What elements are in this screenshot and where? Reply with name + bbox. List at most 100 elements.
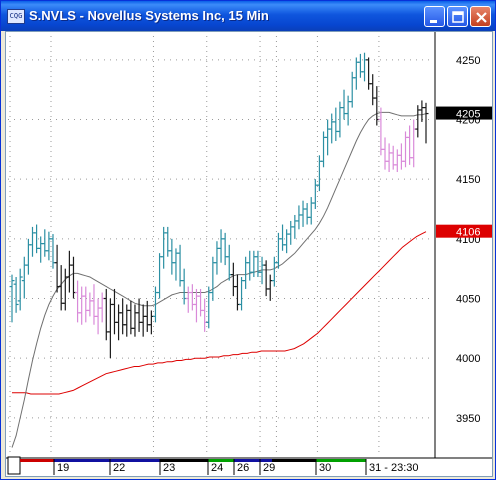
moving-averages bbox=[11, 111, 427, 448]
price-bar bbox=[296, 205, 302, 230]
price-bar bbox=[394, 149, 400, 173]
price-bar bbox=[243, 256, 249, 289]
x-tick-label: 23 bbox=[163, 462, 175, 474]
price-bar bbox=[407, 125, 413, 165]
minimize-button[interactable] bbox=[424, 6, 445, 27]
price-bar bbox=[300, 200, 306, 227]
price-bar bbox=[95, 298, 101, 335]
price-bar bbox=[54, 244, 60, 293]
close-icon bbox=[476, 12, 487, 23]
price-bar bbox=[66, 250, 72, 293]
x-tick-label: 19 bbox=[57, 462, 69, 474]
price-bar bbox=[185, 286, 191, 313]
price-bar bbox=[17, 268, 23, 311]
price-bar bbox=[140, 304, 146, 337]
price-bar bbox=[124, 304, 130, 337]
price-bar bbox=[362, 52, 368, 82]
price-bar bbox=[99, 292, 105, 323]
maximize-icon bbox=[452, 11, 464, 23]
price-bar bbox=[83, 286, 89, 323]
price-bar bbox=[247, 250, 253, 281]
close-button[interactable] bbox=[470, 6, 491, 27]
chart-app-icon[interactable]: CQG bbox=[7, 9, 25, 24]
session-band bbox=[234, 459, 272, 462]
y-tick-label: 3950 bbox=[456, 413, 480, 425]
price-bar bbox=[423, 102, 429, 144]
price-bar bbox=[111, 288, 117, 335]
price-bar bbox=[411, 119, 417, 168]
time-scroll-box bbox=[7, 456, 21, 475]
price-bar bbox=[222, 232, 228, 266]
price-bar bbox=[255, 250, 261, 278]
y-tick-label: 4150 bbox=[456, 174, 480, 186]
price-bar bbox=[333, 107, 339, 141]
price-bar bbox=[210, 256, 216, 301]
x-tick-label: 30 bbox=[319, 462, 331, 474]
ma-short-line bbox=[11, 111, 427, 448]
session-band bbox=[208, 459, 234, 462]
price-bar bbox=[325, 119, 331, 156]
price-bar bbox=[214, 241, 220, 275]
price-bar bbox=[116, 304, 122, 341]
price-bar bbox=[419, 100, 425, 122]
time-axis: 19 22 23 24 26 29 30 31 - 23:30 bbox=[6, 456, 492, 475]
x-tick-label: 29 bbox=[263, 462, 275, 474]
price-bar bbox=[341, 89, 347, 120]
price-bar bbox=[382, 137, 388, 170]
price-bar bbox=[239, 277, 245, 311]
price-bar bbox=[62, 268, 68, 311]
chart-area[interactable]: 4250 4200 4150 4100 4050 4000 3950 4205 4106 19… bbox=[5, 31, 493, 477]
price-bar bbox=[91, 284, 97, 325]
session-band bbox=[160, 459, 208, 462]
minimize-icon bbox=[430, 20, 437, 23]
x-tick-label: 31 - 23:30 bbox=[369, 462, 419, 474]
price-bar bbox=[398, 143, 404, 170]
price-bar bbox=[280, 224, 286, 251]
ma-long-line bbox=[12, 231, 427, 395]
price-bar bbox=[75, 280, 81, 323]
x-tick-label: 26 bbox=[237, 462, 249, 474]
y-tick-label: 4000 bbox=[456, 353, 480, 365]
price-bar bbox=[29, 226, 35, 257]
price-bar bbox=[357, 53, 363, 78]
title-bar[interactable]: CQG S.NVLS - Novellus Systems Inc, 15 Mi… bbox=[1, 1, 495, 31]
price-bar bbox=[13, 277, 19, 313]
price-bar bbox=[79, 286, 85, 325]
price-bar bbox=[157, 253, 163, 299]
price-bar bbox=[193, 288, 199, 323]
last-price-tag: 4205 bbox=[456, 109, 480, 121]
price-bar bbox=[308, 197, 314, 225]
price-bar bbox=[390, 145, 396, 170]
x-tick-label: 24 bbox=[211, 462, 223, 474]
price-bar bbox=[345, 95, 351, 126]
price-bar bbox=[103, 288, 109, 341]
session-band bbox=[316, 459, 366, 462]
maximize-button[interactable] bbox=[447, 6, 468, 27]
price-bar bbox=[38, 236, 44, 263]
ma-value-tag: 4106 bbox=[456, 227, 480, 239]
price-bar bbox=[87, 292, 93, 317]
price-bar bbox=[312, 179, 318, 210]
session-band bbox=[272, 459, 316, 462]
y-tick-label: 4250 bbox=[456, 55, 480, 67]
price-bars bbox=[9, 52, 429, 359]
price-bar bbox=[230, 262, 236, 297]
price-bar bbox=[42, 229, 48, 257]
x-tick-label: 22 bbox=[113, 462, 125, 474]
price-bar bbox=[284, 229, 290, 254]
price-bar bbox=[366, 57, 372, 90]
y-tick-label: 4050 bbox=[456, 294, 480, 306]
price-bar bbox=[132, 304, 138, 337]
session-band bbox=[54, 459, 110, 462]
price-tags: 4205 4106 bbox=[436, 106, 492, 239]
last-price-tag-bg bbox=[436, 106, 492, 120]
price-bar bbox=[165, 226, 171, 257]
price-bar bbox=[288, 220, 294, 245]
chart-grid bbox=[8, 36, 432, 456]
price-bar bbox=[148, 310, 154, 335]
window-title: S.NVLS - Novellus Systems Inc, 15 Min bbox=[29, 8, 269, 23]
ma-value-tag-bg bbox=[436, 224, 492, 238]
